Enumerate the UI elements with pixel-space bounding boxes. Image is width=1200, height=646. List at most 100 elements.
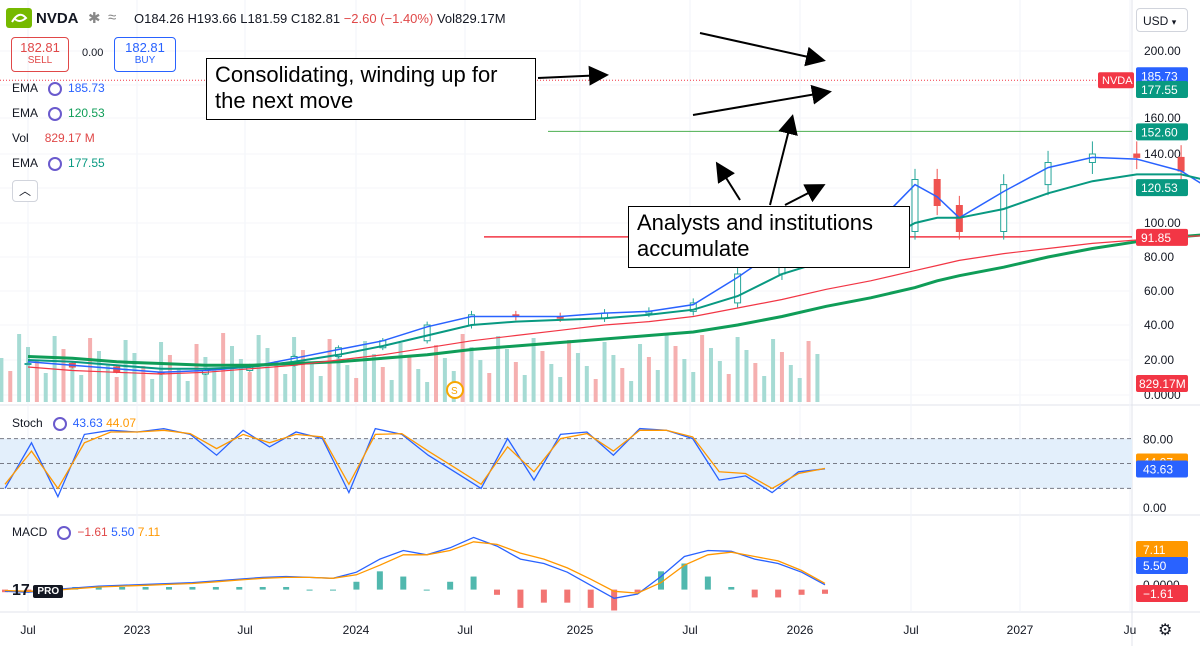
sell-button[interactable]: 182.81 SELL	[11, 37, 69, 72]
annotation-consolidating[interactable]: Consolidating, winding up for the next m…	[206, 58, 536, 120]
volume-bar	[779, 352, 784, 402]
price-series-line	[27, 235, 1200, 375]
volume-tag-bg	[1136, 375, 1188, 392]
volume-bar	[806, 341, 811, 402]
volume-bar	[309, 363, 314, 402]
volume-bar	[8, 371, 13, 402]
y-tick-label: 80.00	[1144, 250, 1174, 264]
volume-bar	[708, 348, 713, 402]
change-value: −2.60 (−1.40%)	[343, 11, 434, 26]
volume-bar	[567, 340, 572, 402]
settings-gear-icon[interactable]: ⚙	[1158, 622, 1173, 639]
volume-bar	[522, 375, 527, 402]
volume-bar	[726, 374, 731, 402]
volume-bar	[371, 354, 376, 402]
macd-histogram-bar	[119, 586, 126, 590]
volume-bar	[513, 362, 518, 402]
x-tick-label: Jul	[457, 623, 472, 637]
macd-tick-label: −1.61	[1143, 587, 1174, 601]
volume-bar	[132, 353, 137, 402]
volume-bar	[283, 374, 288, 402]
volume-bar	[682, 359, 687, 402]
volume-bar	[380, 367, 385, 402]
snowflake-icon[interactable]: ✱	[88, 10, 101, 27]
macd-tick-label: 7.11	[1143, 543, 1166, 557]
volume-bar	[558, 377, 563, 402]
macd-series-line	[4, 536, 826, 599]
reload-icon[interactable]	[48, 156, 63, 171]
x-tick-label: Ju	[1124, 623, 1137, 637]
compare-icon[interactable]: ≈	[108, 9, 117, 26]
accumulate-arrow	[784, 184, 826, 206]
candle-body	[423, 324, 431, 342]
macd-tag-bg	[1136, 557, 1188, 574]
volume-bar	[504, 349, 509, 402]
ema-value: 185.73	[68, 81, 105, 95]
volume-bar	[167, 355, 172, 402]
legend-ema-1[interactable]: EMA 185.73	[12, 81, 105, 96]
volume-value: Vol829.17M	[436, 11, 506, 26]
legend-stoch[interactable]: Stoch 43.63 44.07	[12, 416, 136, 431]
macd-histogram-bar	[447, 581, 454, 590]
reload-icon[interactable]	[57, 525, 72, 540]
volume-bar	[691, 372, 696, 402]
macd-histogram-bar	[822, 589, 828, 594]
volume-bar	[496, 336, 501, 402]
volume-bar	[460, 334, 465, 402]
volume-bar	[407, 356, 412, 402]
dividend-marker-label: S	[451, 386, 458, 397]
legend-ema-3[interactable]: EMA 177.55	[12, 156, 105, 171]
legend-macd[interactable]: MACD −1.61 5.50 7.11	[12, 525, 160, 540]
candle-body	[1133, 153, 1141, 158]
volume-bar	[327, 339, 332, 402]
tv-logo-icon: 17	[12, 582, 30, 599]
reload-icon[interactable]	[52, 416, 67, 431]
volume-bar	[43, 373, 48, 402]
volume-bar	[487, 373, 492, 402]
chevron-down-icon: ▾	[1171, 17, 1177, 27]
level-tag-bg	[1136, 67, 1188, 85]
stoch-tick-label: 43.63	[1143, 462, 1173, 476]
symbol-tag-bg	[1098, 72, 1134, 89]
volume-bar	[664, 333, 669, 402]
legend-ema-2[interactable]: EMA 120.53	[12, 106, 105, 121]
ema-label: EMA	[12, 106, 39, 120]
y-tick-label: 160.00	[1144, 111, 1181, 125]
volume-bar	[398, 343, 403, 402]
legend-volume[interactable]: Vol 829.17 M	[12, 131, 95, 145]
stoch-k-value: 43.63	[72, 416, 103, 430]
tradingview-logo[interactable]: 17 PRO	[12, 582, 64, 600]
reload-icon[interactable]	[48, 106, 63, 121]
volume-bar	[700, 335, 705, 402]
stoch-band	[0, 438, 1132, 489]
volume-bar	[655, 370, 660, 402]
annotation-analysts[interactable]: Analysts and institutions accumulate	[628, 206, 910, 268]
x-tick-label: Jul	[903, 623, 918, 637]
buy-button[interactable]: 182.81 BUY	[114, 37, 176, 72]
symbol-name[interactable]: NVDA	[36, 10, 79, 27]
volume-bar	[540, 351, 545, 402]
volume-bar	[292, 337, 297, 402]
chart-header: NVDA ✱ ≈ O184.26 H193.66 L181.59 C182.81…	[0, 0, 1130, 38]
candle-body	[933, 179, 941, 206]
macd-histogram-bar	[236, 586, 243, 590]
ohlc-readout: O184.26 H193.66 L181.59 C182.81 −2.60 (−…	[134, 11, 506, 26]
annotation-arrow	[537, 65, 609, 86]
volume-bar	[593, 379, 598, 402]
volume-bar	[274, 361, 279, 402]
ema-value: 177.55	[68, 156, 105, 170]
reload-icon[interactable]	[48, 81, 63, 96]
volume-bar	[646, 357, 651, 402]
volume-bar	[141, 366, 146, 402]
volume-bar	[478, 360, 483, 402]
macd-histogram-bar	[142, 586, 149, 590]
collapse-legend-button[interactable]: ︿	[12, 180, 38, 202]
accumulate-arrow	[715, 161, 741, 201]
volume-bar	[300, 350, 305, 402]
currency-select[interactable]: USD ▾	[1136, 8, 1188, 32]
candle-body	[24, 363, 32, 365]
ema-value: 120.53	[68, 106, 105, 120]
volume-bar	[442, 358, 447, 402]
